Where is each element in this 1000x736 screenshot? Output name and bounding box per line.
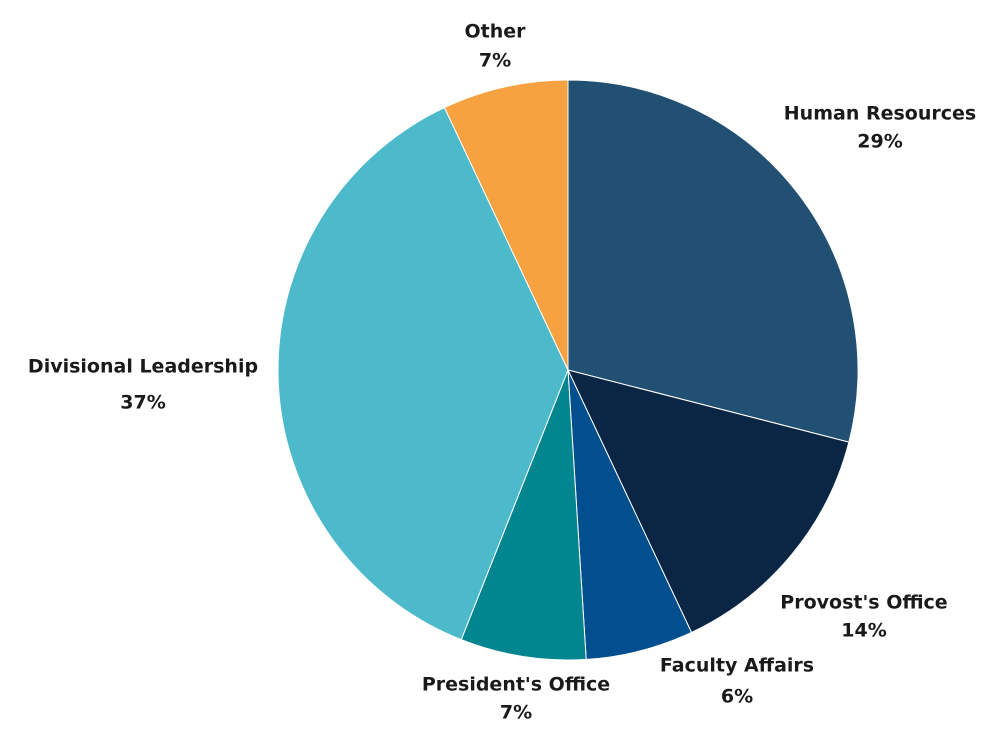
pie-slice <box>443 79 569 371</box>
slice-label: Other <box>464 21 526 43</box>
slice-label: Faculty Affairs <box>660 655 814 677</box>
pie-slice <box>277 106 569 641</box>
pie-slice <box>567 79 859 443</box>
slice-value-label: 7% <box>500 702 532 724</box>
slice-label: Divisional Leadership <box>28 356 258 378</box>
slice-value-label: 14% <box>841 620 886 642</box>
pie-slice <box>460 369 587 661</box>
slice-value-label: 29% <box>857 131 902 153</box>
slice-value-label: 6% <box>721 686 753 708</box>
pie-slice <box>567 369 850 634</box>
slice-value-label: 37% <box>120 392 165 414</box>
slice-label: Provost's Office <box>780 592 947 614</box>
slice-label: Human Resources <box>784 103 976 125</box>
slice-label: President's Office <box>422 674 610 696</box>
slice-value-label: 7% <box>479 50 511 72</box>
